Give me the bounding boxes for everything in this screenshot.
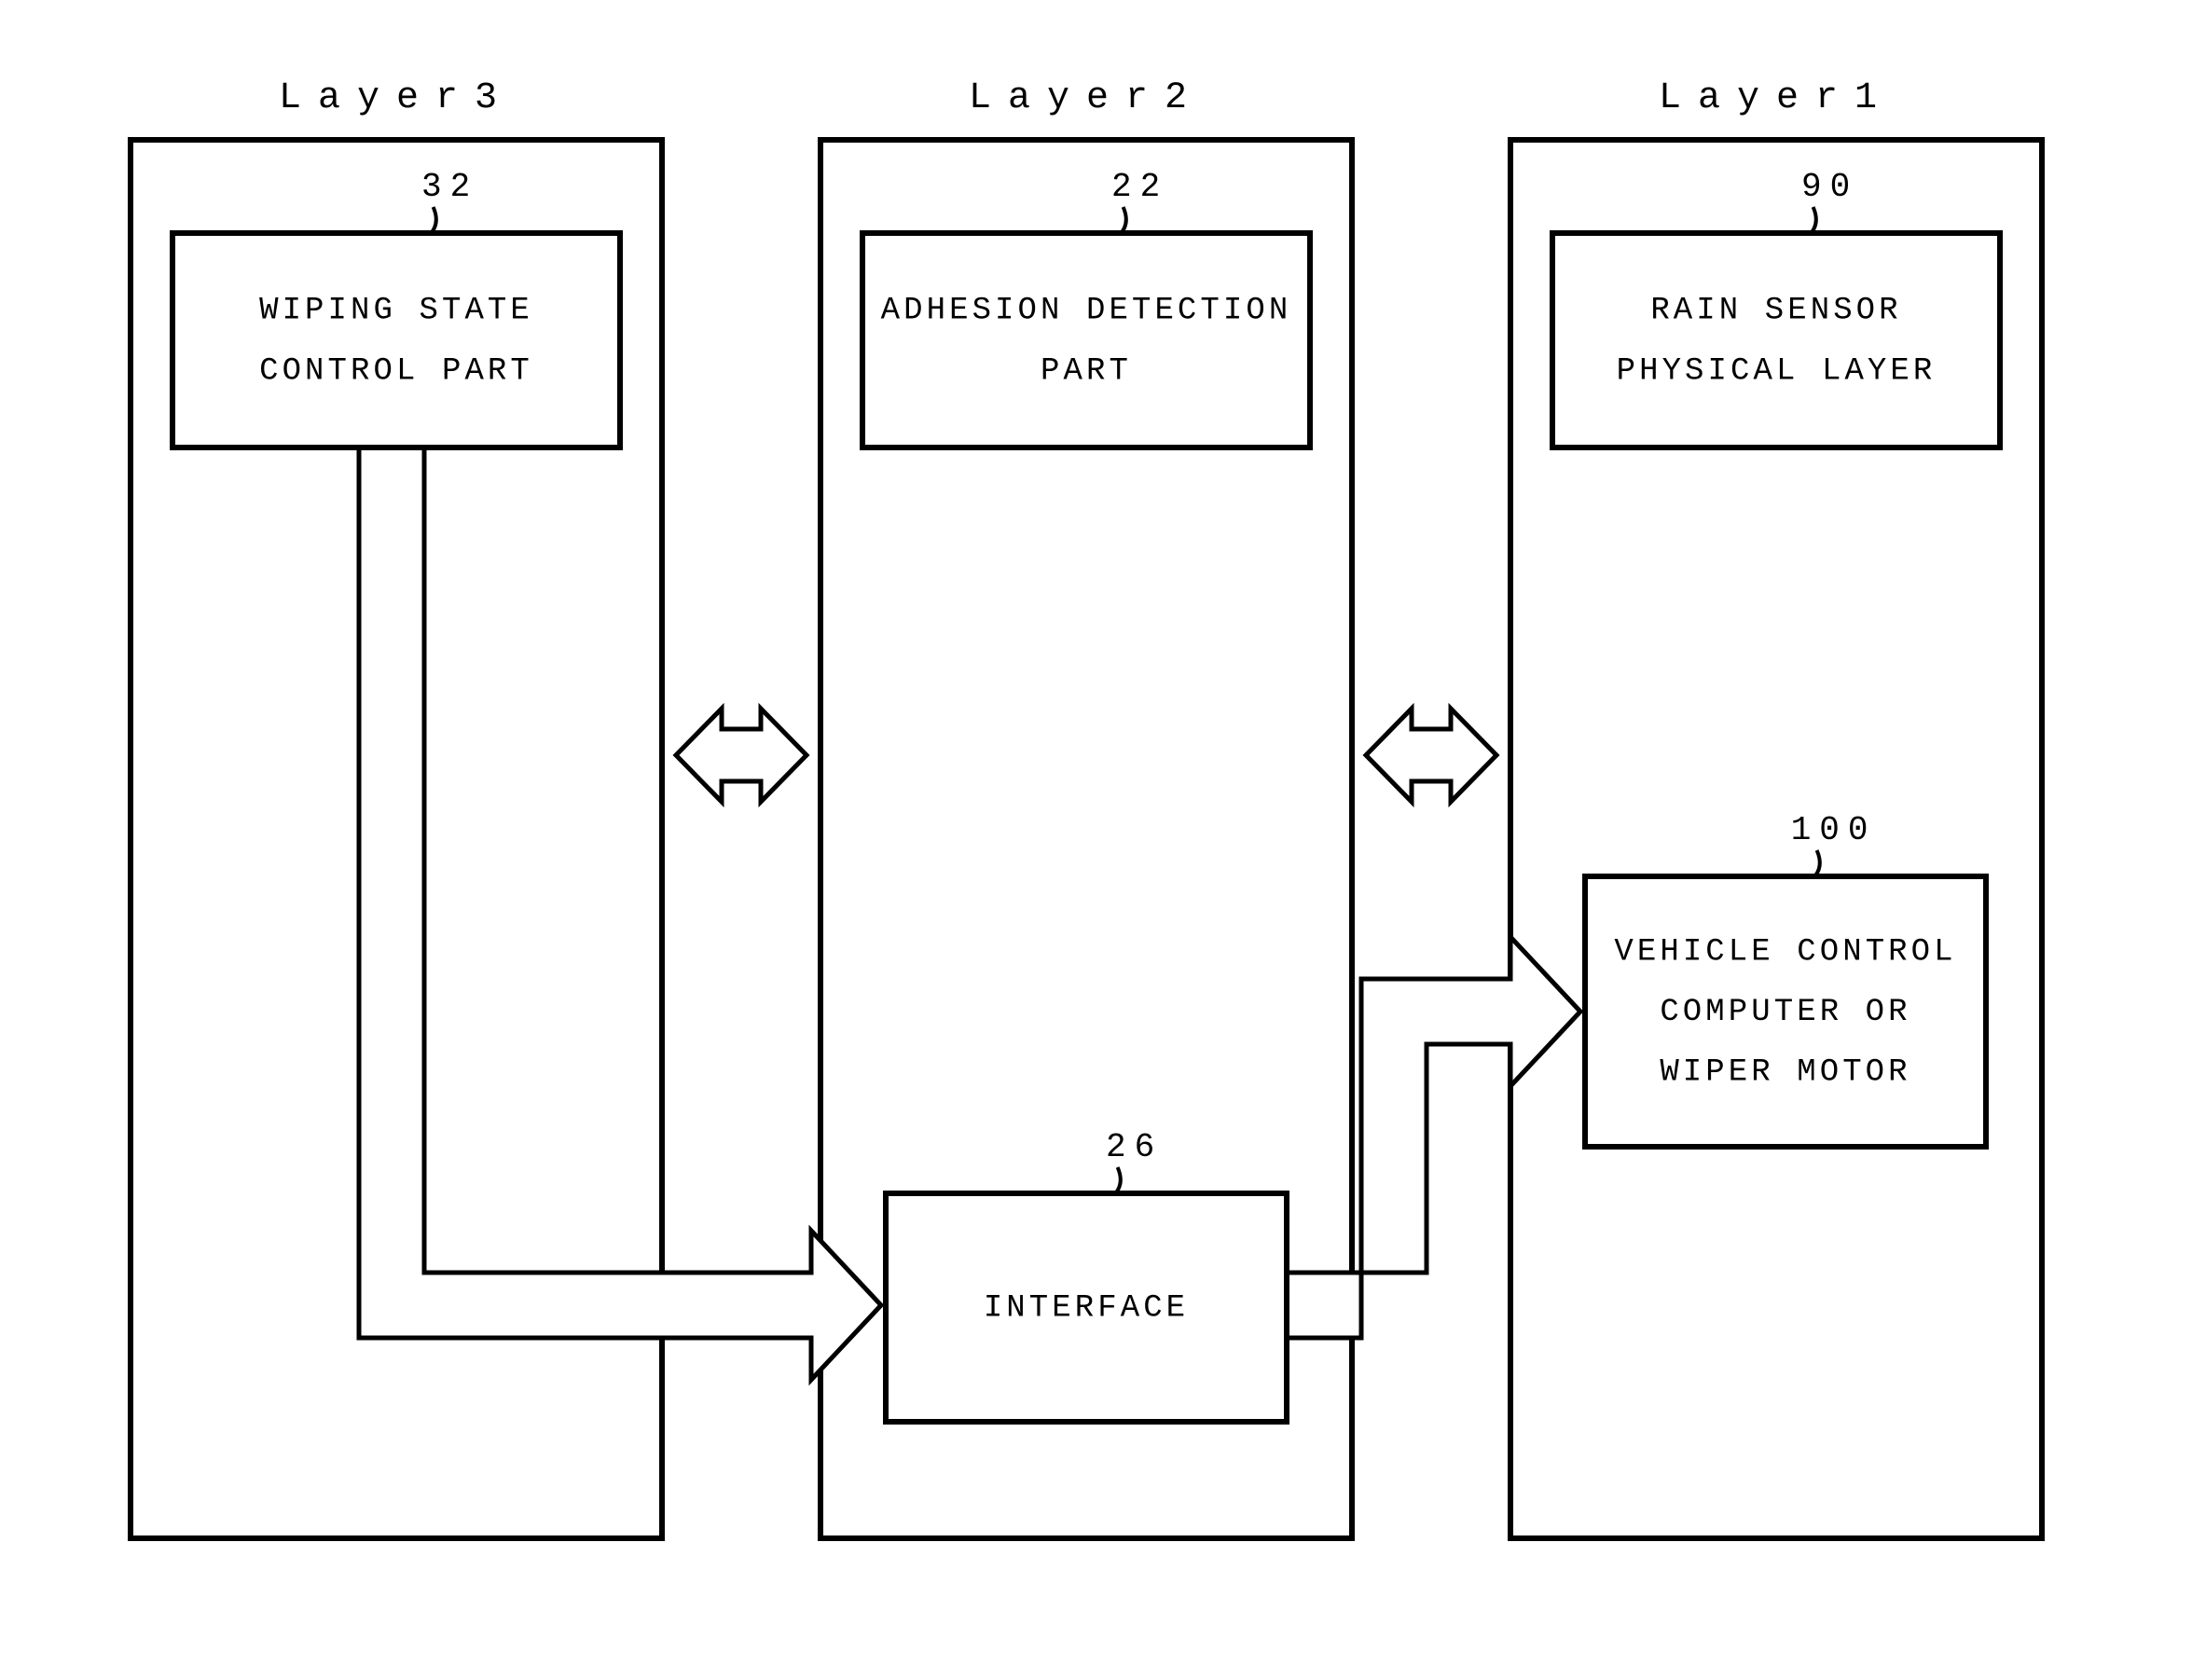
box-label-b100-2: WIPER MOTOR <box>1660 1055 1910 1091</box>
box-id-b26: 26 <box>1106 1128 1163 1166</box>
box-label-b90-1: PHYSICAL LAYER <box>1617 353 1937 389</box>
box-b22 <box>862 233 1310 448</box>
box-b32 <box>172 233 620 448</box>
box-id-b32: 32 <box>421 168 478 206</box>
box-label-b22-1: PART <box>1041 353 1132 389</box>
box-id-b90: 90 <box>1801 168 1858 206</box>
box-id-b100: 100 <box>1791 811 1877 849</box>
layer-title-0: Layer3 <box>279 77 514 119</box>
box-label-b90-0: RAIN SENSOR <box>1650 294 1901 329</box>
box-b90 <box>1552 233 2000 448</box>
layer-title-2: Layer1 <box>1659 77 1894 119</box>
box-label-b32-1: CONTROL PART <box>259 353 533 389</box>
box-label-b100-1: COMPUTER OR <box>1660 995 1910 1030</box>
box-label-b26-0: INTERFACE <box>984 1290 1189 1326</box>
layer-title-1: Layer2 <box>969 77 1204 119</box>
box-label-b32-0: WIPING STATE <box>259 294 533 329</box>
box-label-b100-0: VEHICLE CONTROL <box>1614 934 1956 970</box>
box-label-b22-0: ADHESION DETECTION <box>881 294 1292 329</box>
box-id-b22: 22 <box>1111 168 1168 206</box>
